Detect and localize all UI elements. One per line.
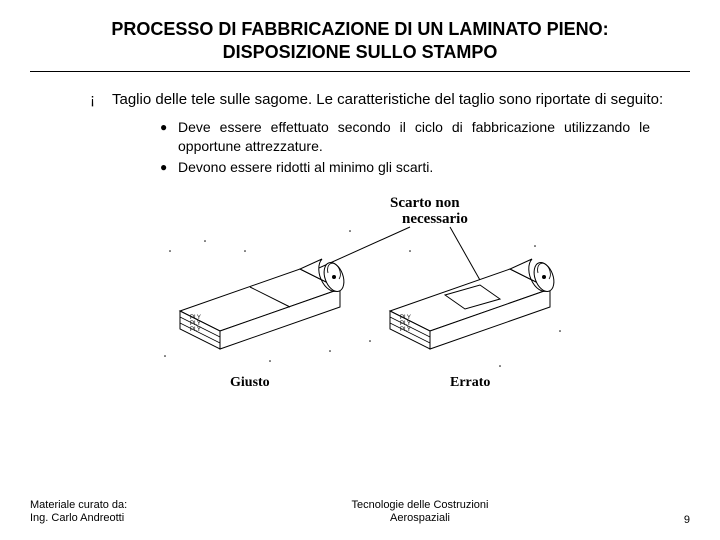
caption-left: Giusto	[230, 375, 270, 390]
footer-author-line-1: Materiale curato da:	[30, 499, 127, 511]
roll-spindle	[542, 275, 546, 279]
title-line-1: PROCESSO DI FABBRICAZIONE DI UN LAMINATO…	[111, 19, 608, 39]
title-line-2: DISPOSIZIONE SULLO STAMPO	[223, 42, 498, 62]
footer-course: Tecnologie delle Costruzioni Aerospazial…	[180, 499, 660, 527]
sub-bullet-dot: ●	[160, 118, 178, 156]
caption-right: Errato	[450, 375, 490, 390]
main-bullet: ¡ Taglio delle tele sulle sagome. Le car…	[30, 90, 690, 110]
sub-bullet-item: ● Devono essere ridotti al minimo gli sc…	[160, 158, 650, 177]
annotation-line-1: Scarto non	[390, 195, 460, 211]
title-underline	[30, 71, 690, 72]
sub-bullet-text: Deve essere effettuato secondo il ciclo …	[178, 118, 650, 156]
footer-author: Materiale curato da: Ing. Carlo Andreott…	[0, 499, 180, 527]
footer-course-line-1: Tecnologie delle Costruzioni	[352, 499, 489, 511]
sub-bullet-dot: ●	[160, 158, 178, 177]
sub-bullet-list: ● Deve essere effettuato secondo il cicl…	[30, 118, 690, 177]
roll-spindle	[332, 275, 336, 279]
bullet-text: Taglio delle tele sulle sagome. Le carat…	[112, 90, 670, 110]
footer: Materiale curato da: Ing. Carlo Andreott…	[0, 499, 720, 527]
sub-bullet-text: Devono essere ridotti al minimo gli scar…	[178, 158, 650, 177]
footer-page-number: 9	[660, 514, 720, 526]
roll-diagram: Scarto non necessario PLY PLY PLY	[150, 191, 570, 401]
footer-author-line-2: Ing. Carlo Andreotti	[30, 512, 124, 524]
figure: Scarto non necessario PLY PLY PLY	[30, 191, 690, 406]
ply-label: PLY	[190, 327, 201, 333]
right-roll: PLY PLY PLY	[390, 259, 558, 349]
annotation-line-2: necessario	[402, 211, 468, 227]
footer-course-line-2: Aerospaziali	[390, 512, 450, 524]
sub-bullet-item: ● Deve essere effettuato secondo il cicl…	[160, 118, 650, 156]
ply-label: PLY	[400, 327, 411, 333]
slide-title: PROCESSO DI FABBRICAZIONE DI UN LAMINATO…	[30, 18, 690, 69]
slide: PROCESSO DI FABBRICAZIONE DI UN LAMINATO…	[0, 0, 720, 540]
bullet-mark: ¡	[90, 90, 112, 110]
left-roll: PLY PLY PLY	[180, 259, 348, 349]
